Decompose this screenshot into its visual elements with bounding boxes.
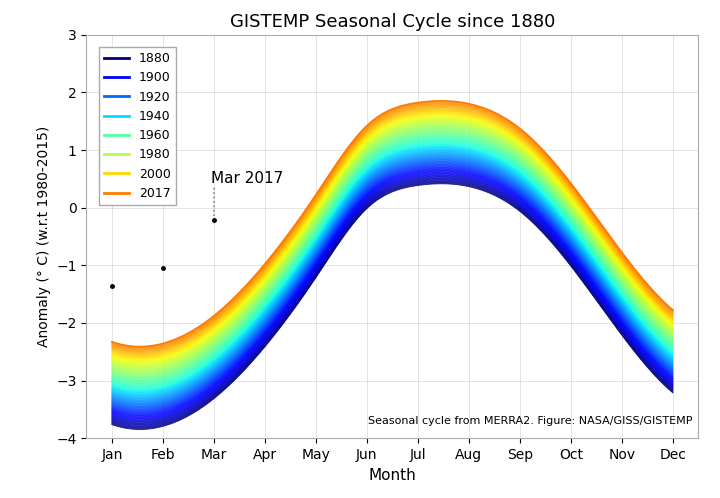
Y-axis label: Anomaly (° C) (w.r.t 1980-2015): Anomaly (° C) (w.r.t 1980-2015) [37,126,50,347]
X-axis label: Month: Month [369,468,416,483]
Title: GISTEMP Seasonal Cycle since 1880: GISTEMP Seasonal Cycle since 1880 [230,12,555,30]
Legend: 1880, 1900, 1920, 1940, 1960, 1980, 2000, 2017: 1880, 1900, 1920, 1940, 1960, 1980, 2000… [99,47,176,205]
Text: Seasonal cycle from MERRA2. Figure: NASA/GISS/GISTEMP: Seasonal cycle from MERRA2. Figure: NASA… [368,416,693,426]
Text: Mar 2017: Mar 2017 [212,171,284,186]
